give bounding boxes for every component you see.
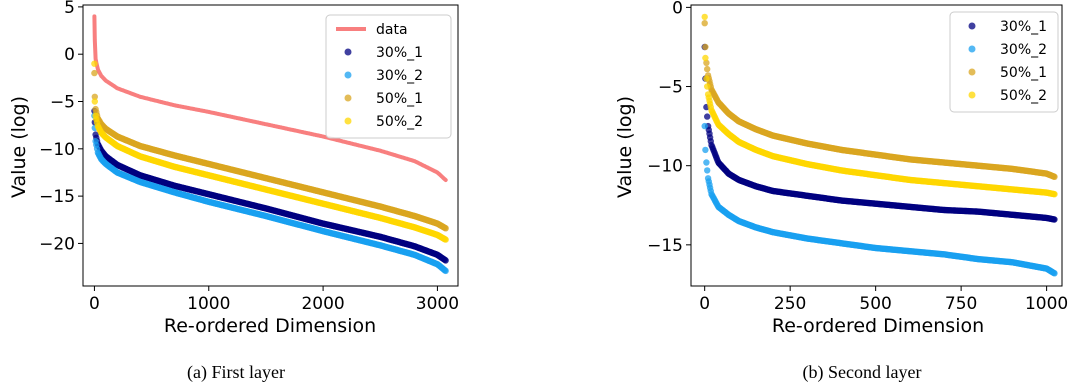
y-tick-label: −10: [39, 140, 75, 160]
data-point-50%_2-0: [701, 13, 708, 21]
legend-label: data: [376, 22, 408, 38]
legend-swatch: [968, 68, 976, 76]
legend-swatch: [968, 91, 976, 99]
legend-label: 30%_2: [376, 68, 423, 84]
series-30%_1: [91, 107, 449, 264]
y-tick-label: 0: [672, 0, 683, 18]
legend-item-50%_1: 50%_1: [344, 91, 423, 107]
series-30%_2: [91, 112, 449, 275]
chart-second-layer: 30%_1 30%_2 50%_1 50%_2 0 250 500 750 1000 0 −5 −1…: [614, 0, 1068, 383]
data-point-50%_1-3: [704, 65, 711, 73]
data-point-50%_1-0: [91, 69, 98, 77]
caption-first-layer: (a) First layer: [187, 362, 285, 383]
x-tick-label: 1000: [187, 294, 230, 314]
data-point-50%_1-1: [702, 43, 709, 51]
data-point-30%_1-471: [1051, 216, 1058, 223]
series-30%_2: [701, 122, 1058, 277]
data-point-50%_2-0: [91, 60, 98, 67]
data-point-50%_2-1: [91, 98, 99, 105]
legend-swatch: [968, 22, 976, 30]
data-point-30%_2-2: [703, 159, 710, 166]
data-point-50%_1-1: [91, 93, 99, 101]
data-point-30%_2-468: [442, 267, 449, 275]
data-point-30%_2-0: [701, 122, 708, 130]
data-point-30%_2-3: [704, 167, 711, 174]
legend-swatch: [344, 94, 352, 102]
series-line-data: [92, 14, 448, 182]
legend-swatch: [344, 117, 352, 125]
data-point-50%_1-0: [701, 20, 708, 27]
legend-label: 50%_1: [376, 91, 423, 107]
legend-swatch: [344, 48, 352, 56]
legend-item-30%_1: 30%_1: [344, 45, 423, 61]
legend-box: [949, 11, 1059, 113]
y-tick-label: 5: [64, 0, 75, 18]
legend-item-50%_2: 50%_2: [344, 114, 423, 130]
series-30%_1: [701, 43, 1058, 223]
legend-swatch: [344, 71, 352, 79]
data-point-50%_2-471: [1051, 191, 1058, 198]
legend: 30%_1 30%_2 50%_1 50%_2: [949, 11, 1059, 113]
y-tick-label: −5: [658, 78, 683, 98]
data-point-50%_1-468: [442, 225, 449, 232]
legend-item-30%_2: 30%_2: [968, 42, 1047, 58]
data-point-30%_1-3: [704, 113, 711, 120]
series-50%_1: [701, 20, 1058, 180]
legend-label: 30%_1: [376, 45, 423, 61]
axes-frame: [82, 4, 459, 287]
data-point-50%_1-471: [1051, 173, 1058, 180]
caption-second-layer: (b) Second layer: [803, 362, 922, 383]
x-axis-label: Re-ordered Dimension: [164, 315, 376, 337]
series-50%_2: [91, 60, 449, 243]
y-tick-label: −15: [39, 187, 75, 207]
data-point-50%_2-468: [442, 236, 449, 243]
series-50%_1: [91, 69, 449, 232]
x-tick-label: 0: [699, 294, 710, 314]
y-axis-label: Value (log): [614, 96, 636, 198]
y-tick-label: −5: [50, 93, 75, 113]
legend-item-50%_1: 50%_1: [968, 65, 1047, 81]
x-tick-label: 0: [89, 294, 100, 314]
y-tick-label: −20: [39, 234, 75, 254]
axes: 0 1000 2000 3000 5 0 −5 −10 −15 −20: [39, 0, 459, 314]
legend-label: 50%_2: [376, 114, 423, 130]
axes: 0 250 500 750 1000 0 −5 −10 −15: [647, 0, 1068, 314]
axes-frame: [690, 4, 1063, 287]
plot-area: [91, 14, 449, 275]
legend-label: 30%_1: [1000, 19, 1047, 35]
y-axis-label: Value (log): [8, 96, 30, 198]
legend-label: 50%_2: [1000, 88, 1047, 104]
data-point-30%_2-1: [702, 146, 709, 154]
legend-swatch: [968, 45, 976, 53]
legend-label: 50%_1: [1000, 65, 1047, 81]
plot-area: [701, 13, 1058, 277]
series-50%_2: [701, 13, 1058, 198]
y-tick-label: 0: [64, 45, 75, 65]
legend-item-data: data: [336, 22, 408, 38]
data-point-50%_2-2: [703, 75, 710, 82]
x-tick-label: 750: [945, 294, 977, 314]
y-tick-label: −15: [647, 236, 683, 256]
x-tick-label: 3000: [416, 294, 459, 314]
legend-item-50%_2: 50%_2: [968, 88, 1047, 104]
x-tick-label: 2000: [301, 294, 344, 314]
x-tick-label: 500: [859, 294, 891, 314]
legend-box: [325, 14, 452, 139]
x-tick-label: 1000: [1025, 294, 1068, 314]
legend: data 30%_1 30%_2 50%_1 50%_2: [325, 14, 452, 139]
data-point-50%_1-2: [703, 59, 710, 66]
x-axis-label: Re-ordered Dimension: [772, 315, 984, 337]
data-point-30%_1-468: [442, 257, 449, 264]
x-tick-label: 250: [774, 294, 806, 314]
legend-item-30%_1: 30%_1: [968, 19, 1047, 35]
legend-item-30%_2: 30%_2: [344, 68, 423, 84]
data-point-50%_2-1: [702, 54, 709, 62]
data-point-30%_2-471: [1051, 270, 1058, 277]
y-tick-label: −10: [647, 157, 683, 177]
data-point-50%_2-3: [704, 83, 711, 90]
legend-label: 30%_2: [1000, 42, 1047, 58]
